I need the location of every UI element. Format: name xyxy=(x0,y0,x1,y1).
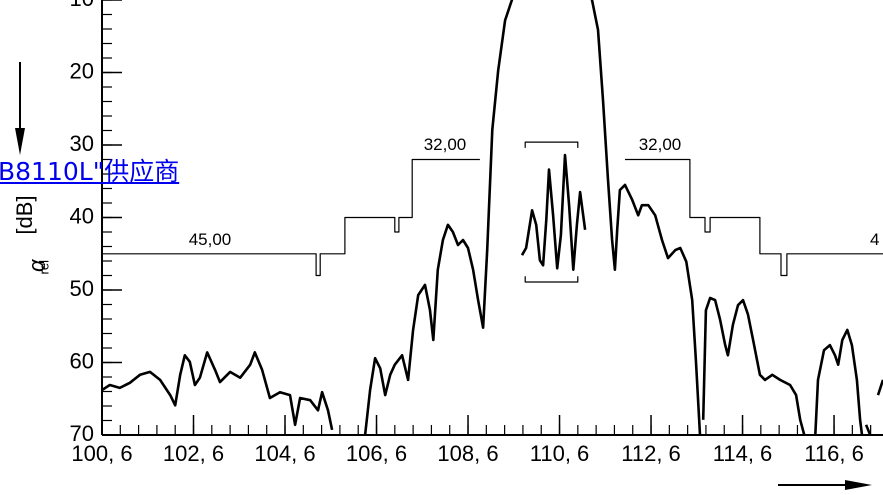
y-label: α xyxy=(24,258,49,272)
series-line xyxy=(524,141,579,148)
y-label-sub: rel xyxy=(36,260,51,275)
y-tick-label: 50 xyxy=(70,276,94,301)
annotation: 45,00 xyxy=(189,230,232,249)
series-line xyxy=(520,153,587,271)
series-line xyxy=(625,158,883,277)
series-line xyxy=(524,276,579,283)
y-unit: [dB] xyxy=(12,195,37,234)
y-tick-label: 70 xyxy=(70,421,94,446)
y-tick-label: 10 xyxy=(70,0,94,11)
annotation: 32,00 xyxy=(639,135,682,154)
series-line xyxy=(102,0,883,436)
x-tick-label: 116, 6 xyxy=(804,441,864,466)
y-tick-label: 60 xyxy=(70,348,94,373)
y-arrow-head xyxy=(15,128,25,155)
y-tick-label: 20 xyxy=(70,58,94,83)
series-line xyxy=(102,158,480,277)
y-tick-label: 40 xyxy=(70,203,94,228)
x-arrow-head xyxy=(845,480,872,490)
x-tick-label: 104, 6 xyxy=(254,441,315,466)
annotation: 4 xyxy=(870,230,879,249)
x-tick-label: 112, 6 xyxy=(621,441,681,466)
x-tick-label: 110, 6 xyxy=(530,441,590,466)
supplier-link[interactable]: B8110L"供应商 xyxy=(0,157,180,186)
x-tick-label: 108, 6 xyxy=(437,441,498,466)
x-tick-label: 114, 6 xyxy=(713,441,773,466)
y-tick-label: 30 xyxy=(70,131,94,156)
annotation: 32,00 xyxy=(424,135,467,154)
x-tick-label: 100, 6 xyxy=(71,441,132,466)
x-tick-label: 106, 6 xyxy=(346,441,407,466)
x-tick-label: 102, 6 xyxy=(163,441,224,466)
